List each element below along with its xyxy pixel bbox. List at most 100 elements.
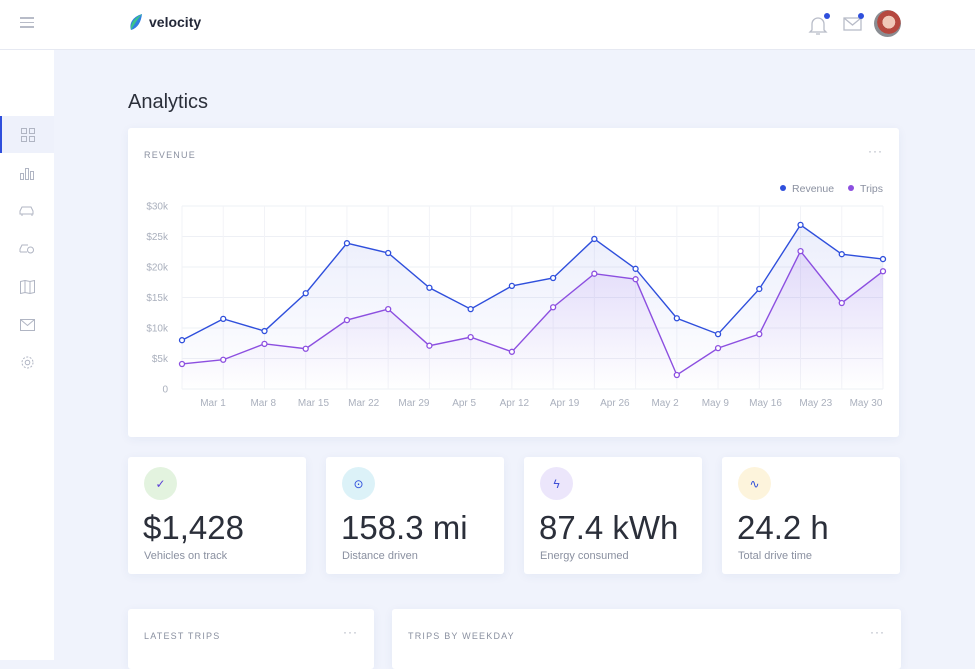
data-point-revenue xyxy=(261,327,268,335)
data-point-revenue xyxy=(797,221,804,229)
stat-card: ✓ $1,428 Vehicles on track xyxy=(128,457,306,574)
legend-revenue[interactable]: Revenue xyxy=(780,183,834,195)
menu-icon[interactable] xyxy=(20,17,34,31)
data-point-trips xyxy=(261,340,268,348)
x-tick-label: Apr 19 xyxy=(550,398,580,409)
bell-icon[interactable] xyxy=(808,13,830,41)
app-name: velocity xyxy=(149,14,202,30)
card-title: TRIPS BY WEEKDAY xyxy=(408,631,515,641)
data-point-trips xyxy=(385,305,392,313)
y-tick-label: $30k xyxy=(146,202,169,213)
x-tick-label: Mar 15 xyxy=(298,398,330,409)
legend-trips[interactable]: Trips xyxy=(848,183,883,195)
user-avatar[interactable] xyxy=(874,10,901,37)
data-point-trips xyxy=(838,299,845,307)
sidebar-item-dashboard[interactable] xyxy=(0,116,54,153)
more-options-button[interactable]: ··· xyxy=(870,625,885,639)
check-icon: ✓ xyxy=(144,467,177,500)
x-tick-label: Apr 26 xyxy=(600,398,630,409)
data-point-trips xyxy=(343,316,351,324)
notification-dot xyxy=(824,13,830,19)
x-tick-label: Apr 12 xyxy=(500,398,530,409)
stat-value: $1,428 xyxy=(143,509,244,546)
sidebar-item-service[interactable] xyxy=(0,230,54,267)
stat-card: ϟ 87.4 kWh Energy consumed xyxy=(524,457,702,574)
lightning-icon: ϟ xyxy=(540,467,573,500)
stat-card: ⊙ 158.3 mi Distance driven xyxy=(326,457,504,574)
line-trips xyxy=(181,249,884,377)
data-point-trips xyxy=(632,276,639,283)
map-pin-icon: ⊙ xyxy=(342,467,375,500)
x-tick-label: Mar 8 xyxy=(250,398,276,409)
data-point-trips xyxy=(797,247,804,255)
logo[interactable]: velocity xyxy=(129,14,201,30)
sidebar-item-reports[interactable] xyxy=(0,154,54,191)
data-point-revenue xyxy=(385,249,392,257)
data-point-revenue xyxy=(591,235,598,243)
stat-value: 87.4 kWh xyxy=(539,509,679,546)
sidebar-item-settings[interactable] xyxy=(0,344,54,381)
stat-label: Total drive time xyxy=(738,550,812,562)
gear-icon xyxy=(21,356,33,369)
data-point-trips xyxy=(714,344,722,352)
data-point-revenue xyxy=(178,337,186,344)
grid-icon xyxy=(21,127,35,142)
x-tick-label: Mar 1 xyxy=(200,398,226,409)
stat-card: ∿ 24.2 h Total drive time xyxy=(722,457,900,574)
sidebar-item-messages[interactable] xyxy=(0,306,54,343)
x-tick-label: Mar 29 xyxy=(398,398,430,409)
data-point-revenue xyxy=(220,315,227,323)
mail-icon xyxy=(19,318,35,331)
y-tick-label: $5k xyxy=(152,354,169,365)
data-point-revenue xyxy=(879,255,887,263)
stat-value: 158.3 mi xyxy=(341,509,468,546)
data-point-revenue xyxy=(838,251,845,258)
card-title: LATEST TRIPS xyxy=(144,631,221,641)
page-title: Analytics xyxy=(128,91,209,113)
car-icon xyxy=(19,206,34,216)
data-point-revenue xyxy=(467,305,474,313)
data-point-revenue xyxy=(632,265,639,272)
data-point-revenue xyxy=(714,330,722,338)
stat-label: Distance driven xyxy=(342,550,418,562)
data-point-trips xyxy=(549,304,557,311)
sidebar-item-map[interactable] xyxy=(0,268,54,305)
data-point-trips xyxy=(302,345,309,352)
y-tick-label: $20k xyxy=(146,263,169,274)
data-point-trips xyxy=(591,270,598,277)
data-point-trips xyxy=(426,342,433,349)
x-tick-label: May 9 xyxy=(702,398,730,409)
legend-dot-revenue xyxy=(780,185,787,191)
bar-chart-icon xyxy=(19,167,34,180)
x-tick-label: May 2 xyxy=(651,398,679,409)
chart-legend: Revenue Trips xyxy=(780,183,883,195)
data-point-revenue xyxy=(343,240,351,247)
mail-icon[interactable] xyxy=(843,13,864,37)
card-title: REVENUE xyxy=(144,150,196,160)
latest-trips-card: LATEST TRIPS ··· xyxy=(128,609,374,669)
sidebar-item-vehicles[interactable] xyxy=(0,192,54,229)
data-point-revenue xyxy=(302,290,309,297)
revenue-card: REVENUE ··· Revenue Trips 0 $5k $10k $15k $2… xyxy=(128,128,899,437)
message-dot xyxy=(858,13,864,19)
map-icon xyxy=(19,279,35,294)
top-header: velocity xyxy=(0,0,975,50)
x-tick-label: Mar 22 xyxy=(348,398,380,409)
y-tick-label: $10k xyxy=(146,324,169,335)
data-point-trips xyxy=(756,330,763,338)
stat-value: 24.2 h xyxy=(737,509,829,546)
activity-icon: ∿ xyxy=(738,467,771,500)
revenue-line-chart: 0 $5k $10k $15k $20k $25k $30k Mar 1 Mar 8 Mar 15… xyxy=(146,202,887,409)
line-revenue xyxy=(181,223,884,341)
x-tick-label: May 30 xyxy=(850,398,883,409)
stat-label: Energy consumed xyxy=(540,550,629,562)
area-trips xyxy=(182,251,883,389)
more-options-button[interactable]: ··· xyxy=(343,625,358,639)
data-point-revenue xyxy=(673,315,680,322)
x-tick-label: May 16 xyxy=(749,398,782,409)
data-point-trips xyxy=(508,348,516,355)
stat-label: Vehicles on track xyxy=(144,550,228,562)
more-options-button[interactable]: ··· xyxy=(868,144,883,158)
data-point-revenue xyxy=(426,284,433,291)
data-point-trips xyxy=(178,360,186,368)
